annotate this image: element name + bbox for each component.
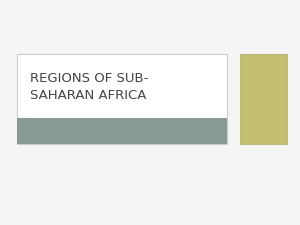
Bar	[16, 118, 226, 144]
Bar	[240, 54, 286, 144]
Text: REGIONS OF SUB-
SAHARAN AFRICA: REGIONS OF SUB- SAHARAN AFRICA	[30, 72, 148, 102]
Bar	[16, 54, 226, 144]
